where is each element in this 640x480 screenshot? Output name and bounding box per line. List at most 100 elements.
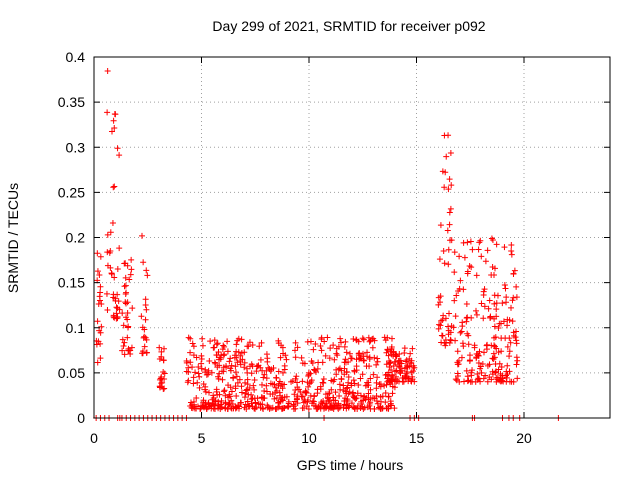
data-point [243,405,250,412]
data-point [361,393,368,400]
data-point [110,184,117,191]
data-point [483,342,490,349]
data-point [292,398,299,405]
data-point [343,405,350,412]
data-point [484,362,491,369]
data-point [464,270,471,277]
data-point [358,401,365,408]
data-point [475,352,482,359]
data-point [374,358,381,365]
data-point [357,354,364,361]
y-tick-label: 0.2 [66,230,86,246]
data-point [457,277,464,284]
data-point [475,352,482,359]
data-point [144,272,151,279]
data-point [97,289,104,296]
data-point [106,249,113,256]
data-point [210,392,217,399]
data-point [259,381,266,388]
data-point [221,387,228,394]
data-point [387,398,394,405]
data-point [244,386,251,393]
data-point [392,368,399,375]
data-point [452,337,459,344]
data-point [448,237,455,244]
data-point [205,371,212,378]
data-point [212,360,219,367]
data-point [342,395,349,402]
data-point [325,390,332,397]
data-point [139,324,146,331]
data-point [190,352,197,359]
data-point [227,384,234,391]
data-point [498,335,505,342]
data-point [464,373,471,380]
data-point [143,349,150,356]
data-point [269,381,276,388]
data-point [128,256,135,263]
data-point [206,389,213,396]
data-point [510,271,517,278]
data-point [104,231,111,238]
data-point [97,329,104,336]
data-point [140,259,147,266]
data-point [445,132,452,139]
data-point [226,358,233,365]
data-point [189,340,196,347]
data-point [114,145,121,152]
y-tick-label: 0.3 [66,139,86,155]
data-point [454,348,461,355]
x-tick-label: 10 [301,430,317,446]
data-point [220,388,227,395]
data-point [226,391,233,398]
data-point [305,371,312,378]
data-point [469,367,476,374]
data-point [382,390,389,397]
data-point [298,354,305,361]
data-point [97,253,104,260]
x-tick-label: 15 [409,430,425,446]
data-point [236,376,243,383]
data-point [451,297,458,304]
data-point [192,369,199,376]
data-point [128,344,135,351]
data-point [381,334,388,341]
data-point [445,246,452,253]
data-point [437,322,444,329]
data-point [442,342,449,349]
data-point [123,300,130,307]
data-point [363,353,370,360]
data-point [261,371,268,378]
data-point [345,373,352,380]
data-point [385,405,392,412]
data-point [493,374,500,381]
data-point [475,359,482,366]
data-point [95,300,102,307]
data-point [461,254,468,261]
data-point [232,369,239,376]
data-point [194,379,201,386]
data-point [464,239,471,246]
data-point [350,394,357,401]
data-point [374,355,381,362]
data-point [193,394,200,401]
data-point [227,367,234,374]
data-point [258,339,265,346]
data-point [506,368,513,375]
data-point [305,383,312,390]
data-point [363,363,370,370]
x-tick-label: 0 [90,430,98,446]
data-point [408,369,415,376]
data-point [473,311,480,318]
data-point [199,335,206,342]
data-point [342,388,349,395]
data-point [373,379,380,386]
data-point [477,363,484,370]
data-point [406,363,413,370]
data-point [94,318,101,325]
data-point [508,304,515,311]
data-point [366,338,373,345]
data-point [324,394,331,401]
data-point [467,378,474,385]
data-point [249,342,256,349]
